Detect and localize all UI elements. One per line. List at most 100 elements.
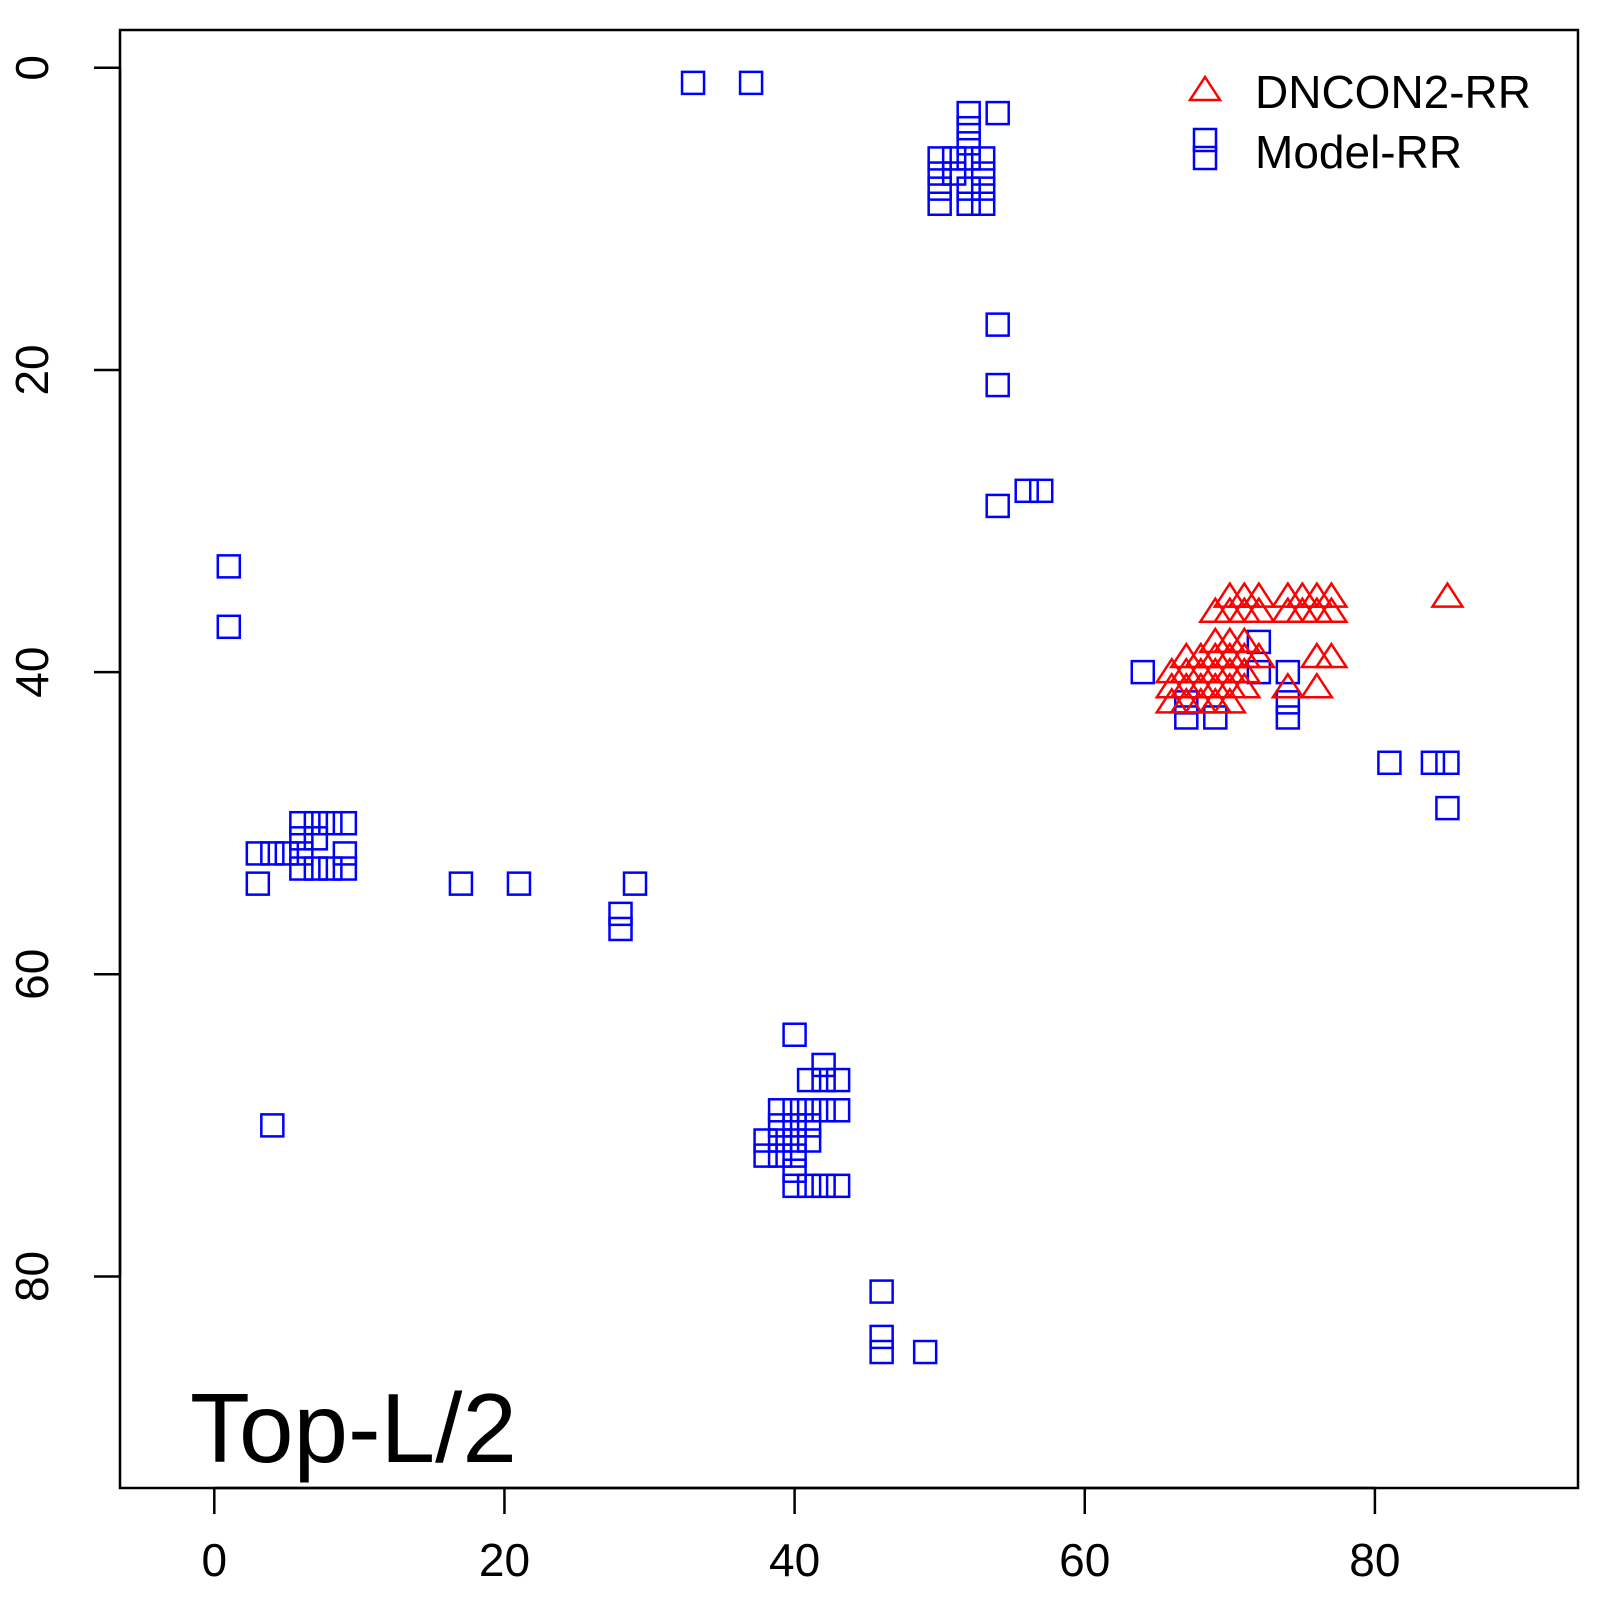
square-point (956, 176, 981, 201)
triangle-point (1314, 581, 1349, 608)
square-point (216, 554, 242, 579)
square-point (811, 1067, 836, 1093)
square-point (782, 1113, 807, 1138)
square-point (956, 191, 981, 217)
triangle-point (1299, 641, 1335, 669)
x-tick-label: 60 (1059, 1534, 1110, 1586)
square-point (825, 1098, 851, 1123)
triangle-point (1227, 626, 1262, 654)
square-point (753, 1143, 778, 1168)
square-point (782, 1158, 807, 1183)
corner-annotation: Top-L/2 (190, 1373, 517, 1483)
triangle-point (1299, 596, 1335, 623)
square-point (796, 1113, 822, 1138)
square-point (1420, 750, 1446, 776)
square-point (956, 100, 981, 126)
square-point (448, 871, 474, 896)
square-point (927, 161, 952, 186)
square-point (782, 1173, 807, 1199)
triangle-point (1241, 641, 1277, 669)
square-point (796, 1128, 822, 1153)
square-point (869, 1339, 894, 1365)
legend-square-icon (1192, 127, 1218, 153)
square-point (738, 70, 764, 96)
square-point (1435, 750, 1460, 776)
triangle-point (1241, 581, 1277, 608)
square-point (767, 1113, 793, 1138)
y-axis: 0 20 40 60 80 (6, 55, 122, 1302)
square-point (332, 810, 358, 836)
square-point (506, 871, 532, 896)
square-point (1174, 705, 1199, 730)
x-tick-label: 20 (479, 1534, 530, 1586)
triangle-point (1314, 641, 1349, 669)
y-tick-label: 60 (6, 949, 58, 1000)
square-point (782, 1128, 807, 1153)
square-point (1014, 478, 1039, 504)
square-point (985, 100, 1010, 126)
square-point (1275, 659, 1301, 685)
square-point (956, 131, 981, 156)
triangle-point (1212, 596, 1248, 623)
x-tick-label: 40 (769, 1534, 820, 1586)
legend-label: DNCON2-RR (1255, 66, 1531, 118)
series-dncon2-rr (1154, 581, 1465, 714)
square-point (811, 1173, 836, 1199)
triangle-point (1227, 656, 1262, 684)
square-point (912, 1339, 938, 1365)
y-tick-label: 0 (6, 55, 58, 81)
plot-frame (118, 28, 1580, 1490)
square-point (318, 856, 343, 881)
square-point (303, 856, 329, 881)
square-point (260, 841, 285, 866)
square-point (970, 176, 996, 201)
square-point (245, 841, 271, 866)
square-point (289, 841, 314, 866)
square-point (1203, 705, 1228, 730)
square-point (608, 916, 633, 942)
square-point (767, 1143, 793, 1168)
square-point (985, 493, 1010, 519)
square-point (970, 146, 996, 171)
square-point (767, 1128, 793, 1153)
square-point (303, 826, 329, 851)
triangle-point (1154, 687, 1190, 714)
square-point (825, 1067, 851, 1093)
square-point (289, 810, 314, 836)
legend-triangle-icon (1187, 74, 1223, 102)
triangle-point (1183, 687, 1219, 714)
x-tick-label: 0 (202, 1534, 228, 1586)
y-tick-label: 80 (6, 1251, 58, 1302)
square-point (216, 614, 242, 640)
square-point (1275, 690, 1301, 715)
square-point (753, 1128, 778, 1153)
triangle-point (1198, 596, 1233, 623)
square-point (782, 1098, 807, 1123)
square-point (811, 1052, 836, 1078)
square-point (811, 1098, 836, 1123)
triangle-point (1299, 671, 1335, 699)
square-point (289, 826, 314, 851)
square-point (260, 1113, 285, 1138)
triangle-point (1430, 581, 1465, 608)
square-point (825, 1173, 851, 1199)
square-point (782, 1022, 807, 1047)
square-point (274, 841, 300, 866)
square-point (970, 161, 996, 186)
square-point (303, 810, 329, 836)
square-point (927, 146, 952, 171)
square-point (289, 856, 314, 881)
triangle-point (1270, 596, 1306, 623)
triangle-point (1241, 596, 1277, 623)
triangle-point (1270, 671, 1306, 699)
square-point (782, 1143, 807, 1168)
square-point (927, 191, 952, 217)
x-tick-label: 80 (1349, 1534, 1400, 1586)
square-point (941, 146, 967, 171)
square-point (1435, 795, 1460, 821)
square-point (796, 1098, 822, 1123)
square-point (608, 901, 633, 927)
triangle-point (1227, 671, 1262, 699)
square-point (767, 1098, 793, 1123)
